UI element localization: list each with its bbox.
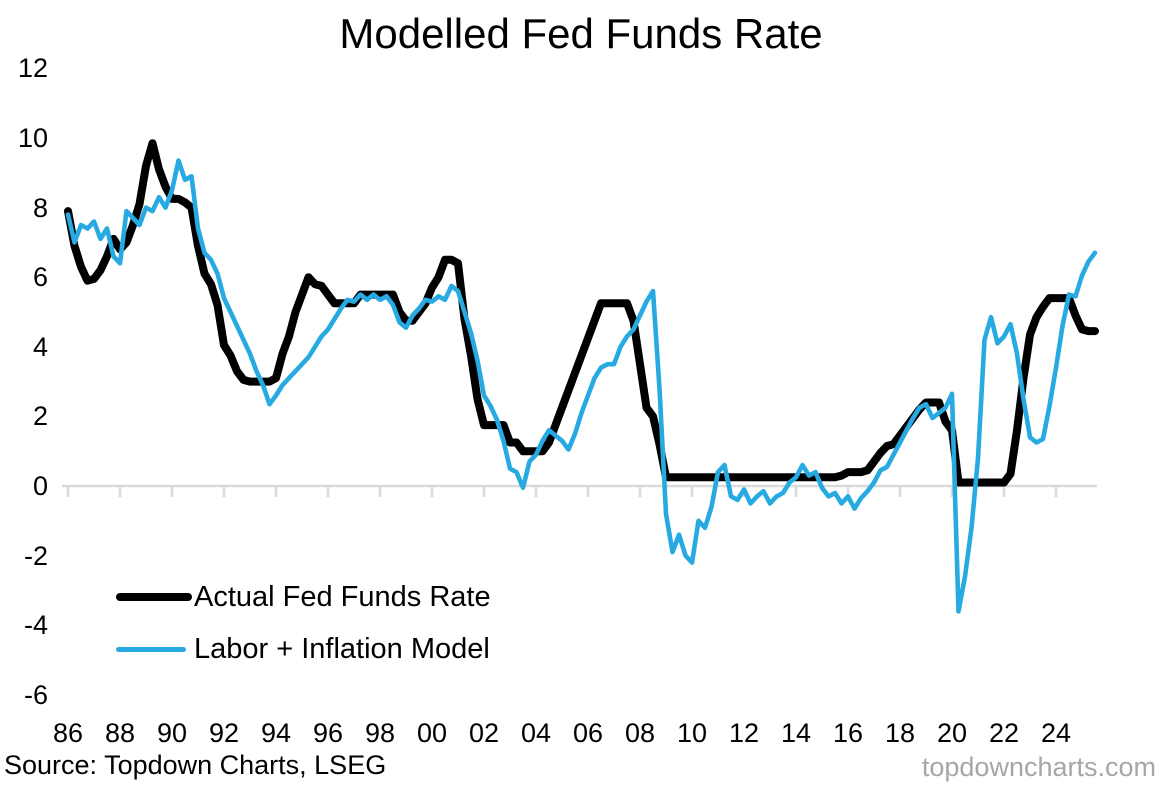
- x-axis-tick-label: 10: [676, 718, 708, 748]
- source-note: Source: Topdown Charts, LSEG: [4, 750, 387, 780]
- x-axis-tick-label: 96: [312, 718, 344, 748]
- legend-label-labor-inflation-model: Labor + Inflation Model: [194, 632, 490, 665]
- y-axis-tick-label: 2: [32, 401, 48, 432]
- legend-item-labor-inflation-model: Labor + Inflation Model: [116, 633, 490, 665]
- actual-fed-funds-line-swatch: [116, 593, 192, 601]
- x-axis-tick-label: 00: [416, 718, 448, 748]
- y-axis-tick-label: 8: [32, 192, 48, 223]
- legend-label-actual-fed-funds: Actual Fed Funds Rate: [194, 580, 491, 613]
- x-axis-tick-label: 18: [884, 718, 916, 748]
- x-axis-tick-label: 22: [988, 718, 1020, 748]
- x-axis-tick-label: 88: [104, 718, 136, 748]
- x-axis-tick-label: 20: [936, 718, 968, 748]
- x-axis-tick-label: 06: [572, 718, 604, 748]
- y-axis-tick-label: -2: [23, 540, 48, 571]
- x-axis-tick-label: 08: [624, 718, 656, 748]
- x-axis-tick-label: 90: [156, 718, 188, 748]
- x-axis-tick-label: 92: [208, 718, 240, 748]
- x-axis-tick-label: 86: [52, 718, 84, 748]
- x-axis-tick-label: 04: [520, 718, 552, 748]
- y-axis-tick-label: 10: [17, 123, 48, 153]
- y-axis-tick-label: 4: [32, 331, 48, 362]
- y-axis-tick-label: 6: [32, 262, 48, 293]
- chart-title: Modelled Fed Funds Rate: [339, 10, 823, 57]
- y-axis-tick-label: 12: [17, 53, 48, 84]
- y-axis-tick-label: -6: [23, 679, 48, 710]
- x-axis-tick-label: 14: [780, 718, 812, 748]
- legend-item-actual-fed-funds: Actual Fed Funds Rate: [116, 581, 491, 613]
- x-axis-tick-label: 02: [468, 718, 500, 748]
- x-axis-tick-label: 94: [260, 718, 292, 748]
- y-axis-tick-label: -4: [23, 610, 48, 641]
- watermark: topdowncharts.com: [921, 752, 1156, 782]
- x-axis-tick-label: 12: [728, 718, 760, 748]
- series-line-actual-fed-funds-rate: [64, 139, 1099, 487]
- series-line-labor-inflation-model: [65, 158, 1098, 614]
- x-axis-tick-label: 16: [832, 718, 864, 748]
- labor-inflation-model-line-swatch: [116, 646, 186, 652]
- y-axis-tick-label: 0: [32, 471, 48, 501]
- x-axis-tick-label: 24: [1040, 718, 1072, 748]
- x-axis-tick-label: 98: [364, 718, 396, 748]
